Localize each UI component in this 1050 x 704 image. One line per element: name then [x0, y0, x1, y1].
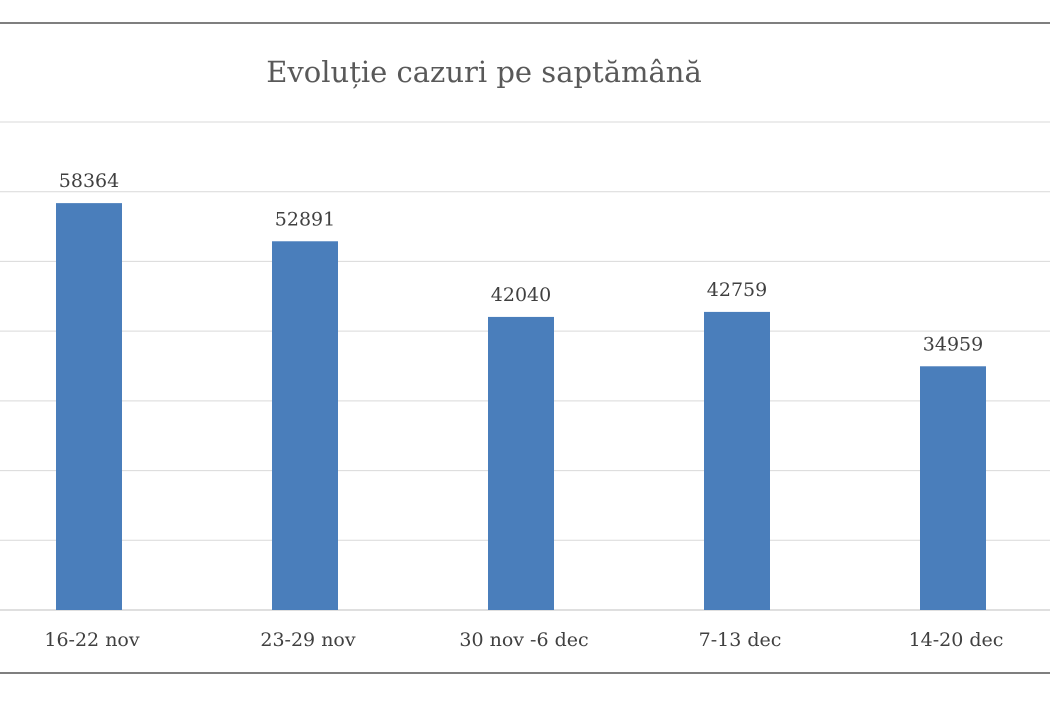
- bar-3: [704, 311, 770, 610]
- x-tick-label-0: 16-22 nov: [44, 629, 139, 651]
- data-label-3: 42759: [707, 279, 767, 301]
- bar-4: [920, 366, 986, 610]
- data-label-0: 58364: [59, 170, 119, 192]
- data-labels: 58364 52891 42040 42759 34959: [59, 170, 983, 355]
- x-tick-label-1: 23-29 nov: [260, 629, 355, 651]
- data-label-2: 42040: [491, 284, 551, 306]
- data-label-4: 34959: [923, 333, 983, 355]
- x-axis-tick-labels: 16-22 nov 23-29 nov 30 nov -6 dec 7-13 dec 1…: [44, 629, 1003, 651]
- x-tick-label-2: 30 nov -6 dec: [459, 629, 588, 651]
- data-label-1: 52891: [275, 208, 335, 230]
- bars: [56, 203, 986, 610]
- bar-1: [272, 241, 338, 610]
- x-tick-label-3: 7-13 dec: [699, 629, 782, 651]
- chart-title: Evoluție cazuri pe saptămână: [266, 55, 702, 89]
- bar-2: [488, 316, 554, 610]
- x-tick-label-4: 14-20 dec: [909, 629, 1004, 651]
- bar-0: [56, 203, 122, 610]
